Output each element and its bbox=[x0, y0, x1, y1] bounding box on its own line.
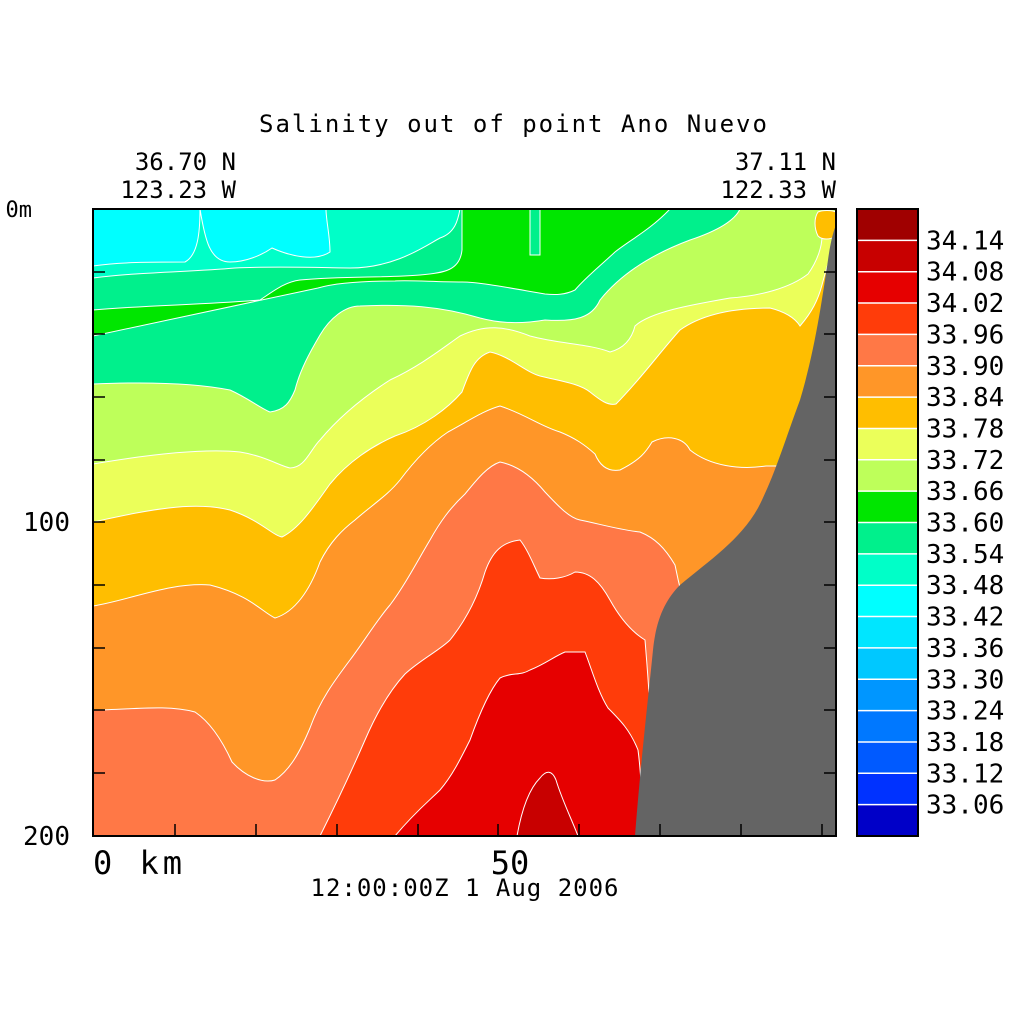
timestamp: 12:00:00Z 1 Aug 2006 bbox=[311, 874, 620, 902]
chart-title: Salinity out of point Ano Nuevo bbox=[259, 110, 769, 138]
y-tick-label-100: 100 bbox=[23, 508, 70, 538]
nearshore-patch bbox=[814, 210, 836, 240]
colorbar-label: 33.78 bbox=[926, 414, 1004, 444]
colorbar-label: 33.72 bbox=[926, 446, 1004, 476]
colorbar-swatch bbox=[857, 209, 918, 241]
colorbar-label: 33.42 bbox=[926, 603, 1004, 633]
colorbar-swatch bbox=[857, 522, 918, 555]
colorbar-swatch bbox=[857, 616, 918, 649]
colorbar-label: 33.36 bbox=[926, 634, 1004, 664]
right-latitude: 37.11 N bbox=[735, 148, 836, 176]
colorbar-label: 34.08 bbox=[926, 258, 1004, 288]
colorbar-swatch bbox=[857, 804, 918, 837]
left-latitude: 36.70 N bbox=[135, 148, 236, 176]
colorbar-swatch bbox=[857, 679, 918, 712]
colorbar-swatch bbox=[857, 397, 918, 429]
colorbar-swatch bbox=[857, 710, 918, 743]
colorbar-swatch bbox=[857, 428, 918, 461]
colorbar-swatch bbox=[857, 585, 918, 618]
colorbar-swatch bbox=[857, 491, 918, 523]
colorbar-label: 33.18 bbox=[926, 728, 1004, 758]
colorbar-swatch bbox=[857, 334, 918, 367]
colorbar-swatch bbox=[857, 240, 918, 273]
colorbar-label: 33.96 bbox=[926, 320, 1004, 350]
band-33-60 bbox=[93, 209, 671, 337]
left-longitude: 123.23 W bbox=[120, 176, 236, 204]
colorbar-label: 33.66 bbox=[926, 477, 1004, 507]
band-34-02 bbox=[394, 651, 646, 836]
colorbar-label: 33.24 bbox=[926, 697, 1004, 727]
y-tick-label-0: 0m bbox=[6, 198, 33, 223]
colorbar-label: 34.02 bbox=[926, 289, 1004, 319]
colorbar-frame bbox=[856, 208, 919, 837]
colorbar-label: 33.48 bbox=[926, 571, 1004, 601]
colorbar-swatch bbox=[857, 365, 918, 398]
terrain bbox=[635, 225, 836, 836]
colorbar-swatch bbox=[857, 773, 918, 806]
colorbar-swatch bbox=[857, 271, 918, 304]
axis-ticks bbox=[93, 271, 836, 836]
x-tick-label-50: 50 bbox=[491, 844, 530, 882]
right-longitude: 122.33 W bbox=[720, 176, 836, 204]
colorbar-label: 33.30 bbox=[926, 665, 1004, 695]
colorbar-label: 33.54 bbox=[926, 540, 1004, 570]
colorbar-swatch bbox=[857, 459, 918, 492]
colorbar-label: 33.84 bbox=[926, 383, 1004, 413]
colorbar-swatch bbox=[857, 741, 918, 774]
colorbar: 34.1434.0834.0233.9633.9033.8433.7833.72… bbox=[856, 208, 1004, 837]
colorbar-label: 33.60 bbox=[926, 509, 1004, 539]
colorbar-label: 34.14 bbox=[926, 226, 1004, 256]
x-tick-label-0: 0 km bbox=[93, 844, 186, 882]
colorbar-label: 33.06 bbox=[926, 791, 1004, 821]
colorbar-swatch bbox=[857, 553, 918, 586]
y-tick-label-200: 200 bbox=[23, 822, 70, 852]
colorbar-label: 33.90 bbox=[926, 352, 1004, 382]
colorbar-swatch bbox=[857, 647, 918, 680]
colorbar-label: 33.12 bbox=[926, 759, 1004, 789]
colorbar-swatch bbox=[857, 303, 918, 335]
contour-field bbox=[93, 209, 836, 836]
band-34-08 bbox=[516, 771, 579, 836]
